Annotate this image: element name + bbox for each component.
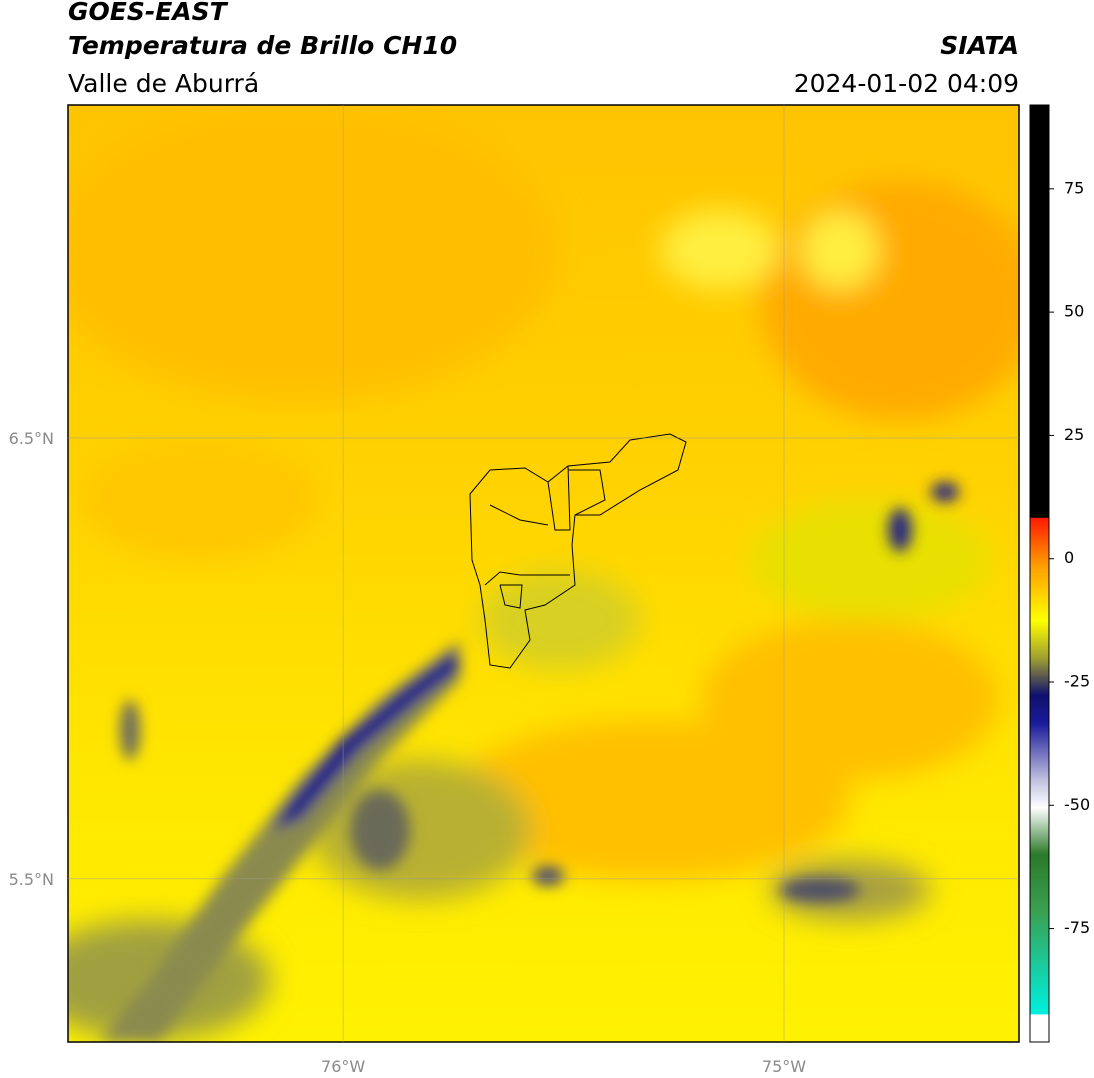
x-tick-label: 76°W (321, 1057, 365, 1076)
x-tick-label: 75°W (762, 1057, 806, 1076)
colorbar-tick-label: -25 (1064, 671, 1090, 690)
title: GOES-EAST (68, 0, 229, 26)
colorbar-tick-label: 25 (1064, 425, 1084, 444)
colorbar-tick-label: -75 (1064, 918, 1090, 937)
region: Valle de Aburrá (68, 69, 259, 98)
colorbar-tick-label: 75 (1064, 178, 1084, 197)
y-tick-label: 5.5°N (9, 870, 54, 889)
datetime: 2024-01-02 04:09 (794, 69, 1019, 98)
colorbar-tick-label: 50 (1064, 302, 1084, 321)
subtitle: Temperatura de Brillo CH10 (68, 31, 457, 60)
source: SIATA (940, 31, 1019, 60)
colorbar-tick-label: 0 (1064, 548, 1074, 567)
temperature-field (68, 105, 1019, 1042)
y-tick-label: 6.5°N (9, 429, 54, 448)
map-frame (67, 104, 1020, 1043)
colorbar (1029, 104, 1050, 1043)
colorbar-tick-label: -50 (1064, 795, 1090, 814)
